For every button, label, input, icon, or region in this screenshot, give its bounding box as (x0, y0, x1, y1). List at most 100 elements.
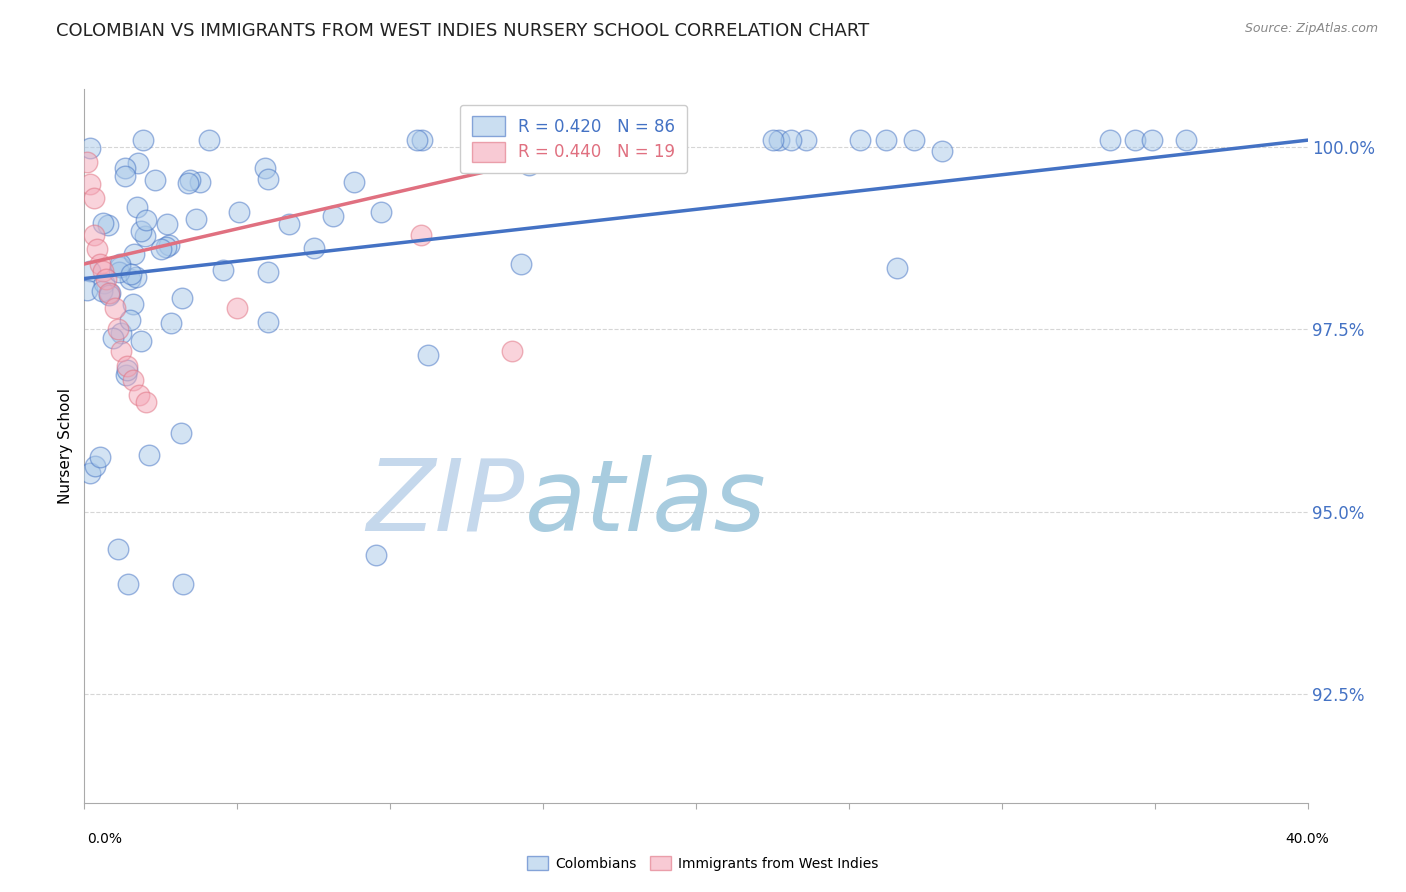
Point (107, 322, 129, 336)
Point (278, 217, 301, 231)
Point (89, 450, 111, 464)
Point (416, 348, 439, 362)
Point (127, 200, 149, 214)
Point (127, 155, 149, 169)
Point (132, 133, 155, 147)
Point (875, 133, 897, 147)
Text: ZIP: ZIP (367, 455, 524, 551)
Point (115, 359, 138, 373)
Point (108, 257, 131, 271)
Point (780, 133, 803, 147)
Point (343, 175, 366, 189)
Point (143, 173, 166, 187)
Point (121, 297, 143, 311)
Point (254, 161, 277, 176)
Point (302, 241, 325, 255)
Point (138, 448, 160, 462)
Point (172, 291, 194, 305)
Point (160, 316, 183, 330)
Point (107, 541, 129, 556)
Point (94, 271, 117, 285)
Point (156, 217, 179, 231)
Point (120, 267, 142, 281)
Text: atlas: atlas (524, 455, 766, 551)
Point (135, 395, 157, 409)
Point (903, 133, 925, 147)
Point (79, 177, 101, 191)
Point (370, 204, 392, 219)
Point (115, 363, 138, 377)
Point (886, 261, 908, 276)
Point (83, 227, 105, 242)
Point (120, 272, 142, 286)
Point (98, 288, 121, 302)
Point (84, 458, 107, 473)
Point (409, 227, 432, 242)
Point (633, 133, 655, 147)
Point (411, 133, 433, 147)
Point (515, 140, 537, 154)
Point (1175, 133, 1198, 147)
Point (76, 283, 98, 297)
Point (322, 209, 344, 223)
Point (76, 155, 98, 169)
Point (108, 265, 131, 279)
Legend: R = 0.420   N = 86, R = 0.440   N = 19: R = 0.420 N = 86, R = 0.440 N = 19 (460, 104, 688, 173)
Point (637, 133, 659, 147)
Text: 0.0%: 0.0% (87, 832, 122, 846)
Point (120, 312, 142, 326)
Point (114, 169, 136, 184)
Point (794, 133, 817, 147)
Point (79, 264, 101, 278)
Point (128, 388, 150, 402)
Point (157, 238, 180, 252)
Point (502, 344, 524, 359)
Point (91, 216, 114, 230)
Point (79, 141, 101, 155)
Point (1140, 133, 1163, 147)
Point (91, 264, 114, 278)
Point (98, 286, 121, 301)
Point (1099, 133, 1122, 147)
Point (226, 301, 249, 315)
Point (89, 257, 111, 271)
Point (172, 577, 194, 591)
Point (104, 301, 127, 315)
Point (90, 284, 112, 298)
Point (155, 240, 177, 254)
Text: Source: ZipAtlas.com: Source: ZipAtlas.com (1244, 22, 1378, 36)
Point (212, 263, 235, 277)
Point (115, 368, 138, 383)
Point (129, 334, 152, 348)
Point (97, 286, 120, 301)
Point (170, 425, 193, 440)
Point (198, 133, 221, 147)
Point (762, 133, 785, 147)
Legend: Colombians, Immigrants from West Indies: Colombians, Immigrants from West Indies (522, 850, 884, 876)
Point (658, 133, 681, 147)
Point (86, 243, 108, 257)
Point (256, 315, 278, 329)
Point (125, 269, 148, 284)
Y-axis label: Nursery School: Nursery School (58, 388, 73, 504)
Point (257, 172, 280, 186)
Point (406, 133, 429, 147)
Point (228, 205, 250, 219)
Point (931, 144, 953, 158)
Point (150, 242, 173, 256)
Point (122, 246, 145, 260)
Point (97, 219, 120, 233)
Point (517, 158, 540, 172)
Point (188, 175, 211, 189)
Point (510, 256, 533, 270)
Point (117, 577, 139, 591)
Point (129, 224, 152, 238)
Point (849, 133, 872, 147)
Point (135, 213, 157, 227)
Point (768, 133, 790, 147)
Point (176, 176, 198, 190)
Point (110, 344, 132, 359)
Point (79, 467, 101, 481)
Point (257, 265, 280, 279)
Point (101, 331, 124, 345)
